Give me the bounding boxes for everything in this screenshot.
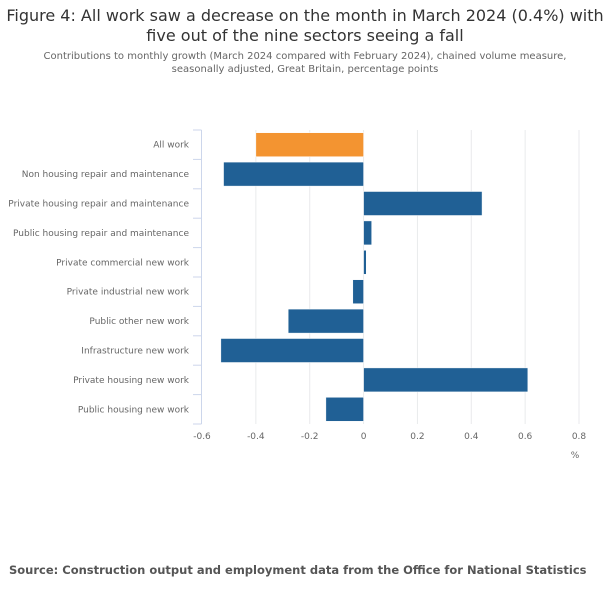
bars (220, 132, 529, 422)
category-label: Private commercial new work (56, 258, 190, 268)
y-axis (193, 129, 202, 425)
x-tick-label: 0.6 (518, 432, 533, 442)
category-label: Private industrial new work (67, 288, 190, 298)
bar-private-industrial-new-work (352, 279, 364, 304)
category-label: Non housing repair and maintenance (22, 170, 190, 180)
x-tick-label: 0.2 (410, 432, 424, 442)
source-note: Source: Construction output and employme… (9, 563, 587, 577)
chart-subtitle: Contributions to monthly growth (March 2… (0, 50, 610, 76)
category-labels: All work Non housing repair and maintenan… (8, 141, 189, 416)
x-tick-label: 0 (361, 432, 367, 442)
category-label: All work (153, 141, 190, 151)
bar-all-work (255, 132, 364, 157)
category-label: Public other new work (89, 317, 189, 327)
category-label: Infrastructure new work (81, 347, 189, 357)
bar-private-housing-new-work (363, 367, 529, 393)
category-label: Private housing new work (73, 376, 190, 386)
chart-subtitle-line1: Contributions to monthly growth (March 2… (43, 51, 567, 62)
x-tick-label: 0.4 (464, 432, 479, 442)
bar-private-commercial-new-work (363, 250, 367, 275)
chart-title-line1: Figure 4: All work saw a decrease on the… (6, 6, 604, 25)
x-tick-label: -0.2 (301, 432, 319, 442)
bar-private-housing-repair-and-maintenance (363, 191, 483, 216)
bar-public-other-new-work (287, 308, 364, 334)
chart-title-line2: five out of the nine sectors seeing a fa… (146, 26, 464, 45)
x-tick-label: -0.6 (193, 432, 211, 442)
bar-public-housing-repair-and-maintenance (363, 220, 372, 246)
x-tick-labels: -0.6 -0.4 -0.2 0 0.2 0.4 0.6 0.8 (193, 432, 586, 442)
category-label: Public housing new work (78, 405, 190, 415)
bar-infrastructure-new-work (220, 338, 364, 363)
category-label: Private housing repair and maintenance (8, 200, 189, 210)
category-label: Public housing repair and maintenance (13, 229, 189, 239)
x-tick-label: -0.4 (247, 432, 265, 442)
chart-subtitle-line2: seasonally adjusted, Great Britain, perc… (171, 64, 439, 75)
bar-public-housing-new-work (325, 397, 364, 422)
x-tick-label: 0.8 (572, 432, 587, 442)
chart-title: Figure 4: All work saw a decrease on the… (0, 6, 610, 46)
x-axis-label: % (571, 451, 580, 461)
bar-non-housing-repair-and-maintenance (223, 161, 364, 187)
